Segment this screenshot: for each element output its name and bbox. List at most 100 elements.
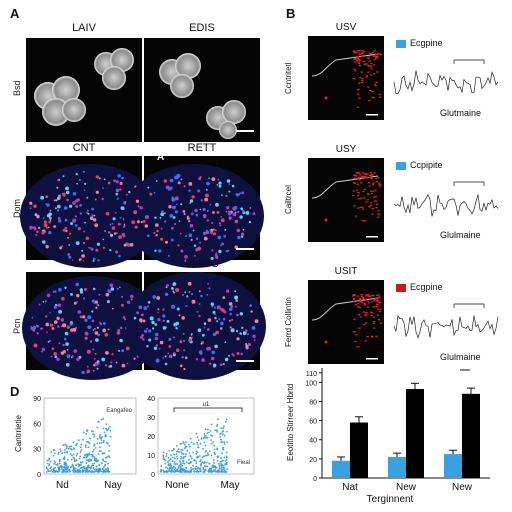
cell-dot: [81, 370, 85, 375]
cell-dot: [149, 316, 154, 321]
cell-dot: [168, 337, 172, 341]
cell-dot: [121, 233, 126, 237]
cell-dot: [42, 217, 45, 219]
scatter-point: [49, 460, 52, 463]
cell-dot: [40, 327, 43, 330]
scatter-point: [58, 451, 60, 454]
scatter-point: [182, 441, 185, 444]
scatter-point: [190, 461, 193, 463]
cell-dot: [219, 327, 223, 330]
cell-dot: [52, 290, 55, 293]
scatter-point: [185, 461, 188, 464]
scatter-point: [106, 469, 109, 472]
cell-dot: [74, 205, 77, 207]
cell-dot: [161, 210, 164, 214]
scatter-point: [64, 443, 66, 446]
cell-dot: [88, 246, 90, 249]
cell-dot: [228, 190, 231, 193]
cell-dot: [164, 355, 167, 358]
cell-dot: [82, 315, 86, 319]
scatter-point: [171, 449, 174, 452]
cell-dot: [152, 295, 156, 299]
cell-dot: [210, 256, 214, 260]
scatter-point: [69, 447, 72, 450]
scatter-point: [103, 469, 106, 472]
cell-dot: [57, 216, 61, 220]
scatter-point: [169, 464, 172, 466]
bar: [444, 454, 462, 478]
cell-dot: [128, 190, 131, 194]
scatter-point: [73, 469, 76, 471]
cell-dot: [125, 346, 130, 351]
scatter-point: [205, 435, 207, 437]
cell-dot: [206, 219, 209, 222]
cell-dot: [94, 331, 99, 335]
scatter-ytick: 40: [147, 396, 155, 403]
scatter-point: [65, 464, 68, 467]
scatter-point: [101, 467, 104, 470]
scatter-ytick: 30: [33, 447, 41, 454]
cell-dot: [137, 205, 140, 208]
trace-ytick: 1: [298, 92, 302, 98]
cell-dot: [120, 206, 125, 210]
cell-dot: [70, 222, 74, 226]
scatter-point: [215, 466, 218, 469]
scatter-point: [88, 442, 91, 445]
scatter-point: [180, 463, 182, 465]
scatter-point: [100, 439, 103, 441]
scatter-point: [214, 465, 217, 468]
cell-dot: [235, 193, 239, 197]
scatter-point: [226, 461, 228, 464]
cell-dot: [235, 299, 238, 302]
cell-dot: [68, 244, 71, 246]
cell-dot: [164, 292, 169, 296]
cell-dot: [91, 207, 94, 211]
cell-dot: [224, 341, 227, 343]
cell-dot: [211, 249, 214, 252]
cell-dot: [172, 336, 175, 339]
scatter-point: [47, 470, 50, 473]
cell-dot: [83, 297, 86, 300]
scatter-point: [194, 459, 196, 462]
scatter-point: [98, 450, 101, 452]
scatter-point: [92, 430, 94, 433]
plot-frame: [157, 397, 255, 475]
scatter-point: [79, 450, 82, 453]
cell-dot: [228, 302, 233, 306]
scatter-point: [196, 443, 199, 446]
micrograph-cnt: [20, 156, 160, 268]
scatter-point: [54, 461, 57, 464]
scatter-point: [168, 459, 171, 462]
scatter-point: [195, 468, 197, 470]
scatter-point: [84, 444, 87, 447]
cell-dot: [218, 184, 222, 188]
cell-dot: [94, 300, 98, 304]
cell-dot: [45, 315, 48, 318]
cell-dot: [194, 255, 196, 257]
scatter-xtick: Nd: [56, 480, 69, 491]
scatter-point: [180, 451, 183, 453]
cell-dot: [201, 358, 205, 362]
cell-dot: [129, 243, 134, 247]
cell-dot: [155, 344, 158, 347]
cell-dot: [58, 309, 62, 314]
cell-dot: [81, 254, 85, 258]
cell-dot: [215, 255, 219, 259]
cell-dot: [69, 204, 73, 208]
bar-category: Nat: [342, 482, 358, 493]
cell-dot: [174, 325, 177, 327]
cell-dot: [113, 179, 116, 183]
cell-dot: [183, 340, 186, 342]
scatter-point: [56, 464, 59, 466]
cell-dot: [92, 287, 96, 291]
bar-ytick: 20: [309, 457, 317, 464]
cell-dot: [216, 184, 219, 186]
cell-dot: [29, 201, 33, 205]
cell-dot: [168, 354, 173, 359]
scatter-point: [54, 466, 57, 469]
scatter-point: [219, 461, 222, 463]
cell-dot: [76, 357, 80, 361]
scatter-point: [204, 451, 207, 453]
cell-dot: [228, 319, 231, 322]
scatter-point: [72, 464, 75, 467]
